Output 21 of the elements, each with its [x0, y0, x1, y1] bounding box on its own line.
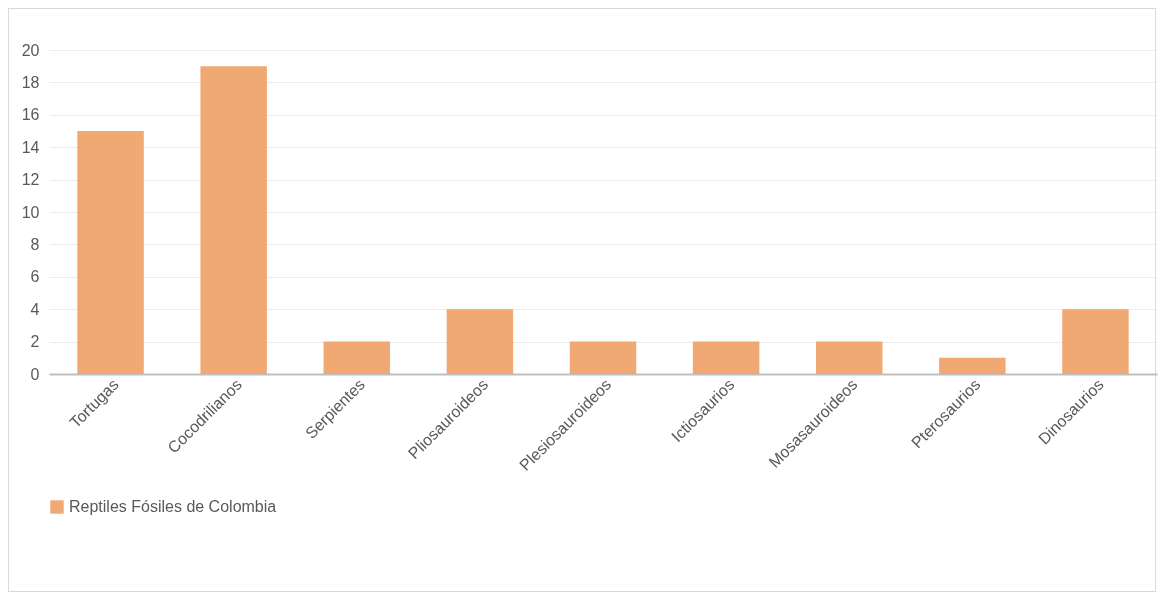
y-tick-label: 10	[21, 203, 40, 221]
bar	[815, 341, 883, 374]
y-tick-label: 8	[30, 235, 40, 253]
bar	[323, 341, 391, 374]
y-tick-label: 4	[30, 300, 40, 318]
y-tick-label: 18	[21, 73, 40, 91]
bar	[939, 357, 1006, 374]
y-tick-label: 2	[30, 333, 40, 351]
y-tick-label: 20	[21, 41, 40, 59]
y-tick-label: 12	[21, 171, 40, 189]
y-tick-label: 6	[30, 268, 40, 286]
bar	[200, 66, 267, 374]
y-tick-label: 16	[21, 106, 40, 124]
bar	[1062, 309, 1129, 374]
legend-label: Reptiles Fósiles de Colombia	[69, 498, 277, 515]
bar	[77, 131, 144, 374]
bar	[569, 341, 637, 374]
bar	[446, 309, 514, 374]
bar	[692, 341, 760, 374]
y-tick-label: 0	[30, 365, 40, 383]
y-tick-label: 14	[21, 138, 40, 156]
